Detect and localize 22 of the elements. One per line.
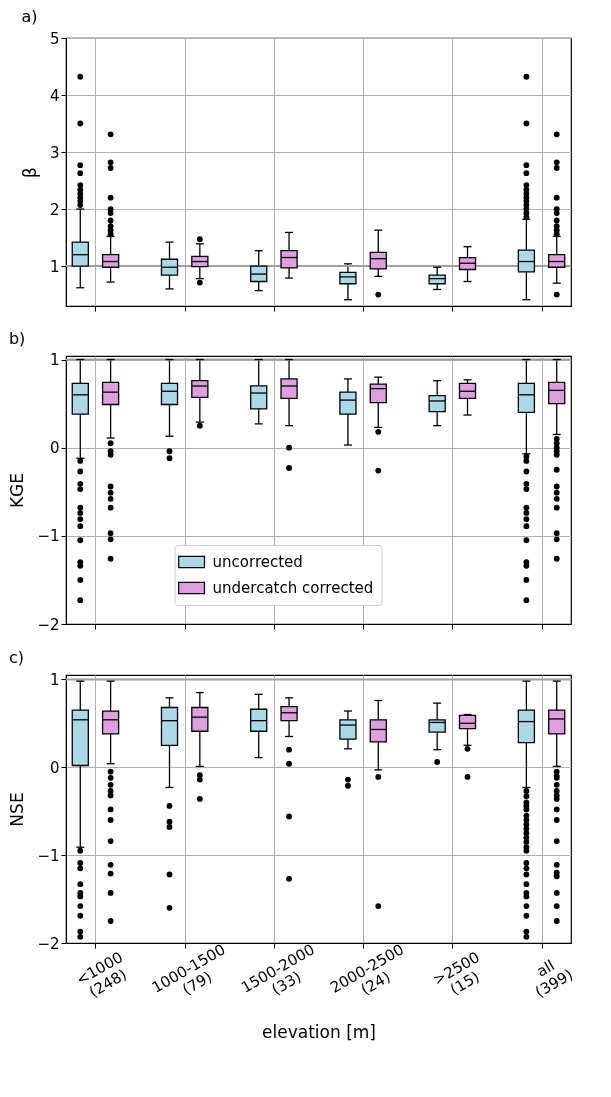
x-axis-title: elevation [m] [262, 1021, 376, 1042]
y-tick-label: 1 [49, 670, 60, 689]
legend-label: undercatch corrected [212, 578, 374, 597]
legend-label: uncorrected [212, 552, 303, 571]
chart-title: c) [8, 648, 24, 668]
y-tick-label: 5 [49, 29, 60, 48]
y-tick-label: 0 [49, 758, 60, 777]
y-tick-label: 4 [49, 86, 60, 105]
y-axis-title: NSE [7, 792, 28, 827]
chart-title: a) [21, 7, 38, 26]
chart-title: b) [8, 328, 26, 348]
y-tick-label: 1 [49, 351, 60, 370]
y-tick-label: 1 [49, 257, 60, 276]
y-tick-label: −2 [37, 934, 60, 953]
y-axis-title: β [19, 167, 40, 178]
y-tick-label: 2 [49, 200, 60, 219]
y-axis-title: KGE [7, 472, 28, 509]
y-tick-label: −1 [37, 846, 60, 865]
y-tick-label: 3 [49, 143, 60, 162]
y-tick-label: −2 [37, 615, 60, 634]
y-tick-label: 0 [49, 439, 60, 458]
y-tick-label: −1 [37, 527, 60, 546]
